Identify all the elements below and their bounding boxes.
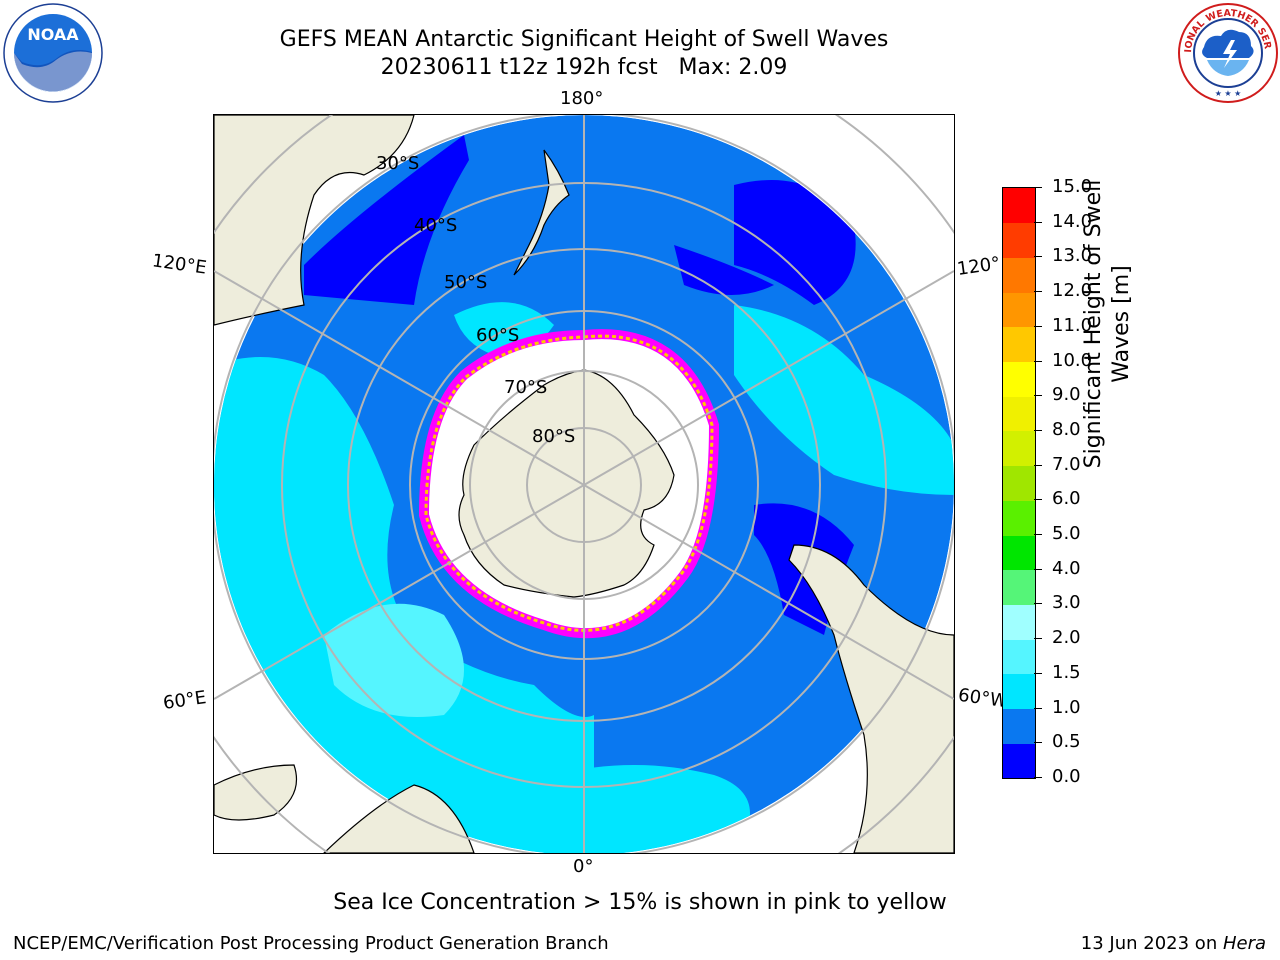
lon-label-60e: 60°E	[161, 687, 208, 714]
sea-ice-ring-edge	[424, 334, 714, 632]
colorbar-tick-label: 6.0	[1052, 488, 1081, 510]
colorbar-tick	[1034, 568, 1042, 570]
title-line-1: GEFS MEAN Antarctic Significant Height o…	[279, 27, 889, 52]
chart-title: GEFS MEAN Antarctic Significant Height o…	[0, 26, 1168, 82]
lat-label-50: 50°S	[444, 272, 487, 293]
lon-label-180: 180°	[560, 88, 604, 109]
colorbar-segment	[1003, 430, 1035, 467]
colorbar-tick	[1034, 429, 1042, 431]
colorbar-tick	[1034, 499, 1042, 501]
land-australia	[214, 115, 415, 326]
colorbar-tick-label: 5.0	[1052, 523, 1081, 545]
sea-ice-note: Sea Ice Concentration > 15% is shown in …	[333, 890, 947, 915]
swell-low-region-nz	[304, 135, 469, 305]
colorbar-tick-label: 0.0	[1052, 766, 1081, 787]
swell-low-region-atlantic	[674, 245, 774, 295]
lat-label-80: 80°S	[532, 426, 575, 447]
lat-label-40: 40°S	[414, 215, 457, 236]
colorbar-tick-label: 8.0	[1052, 418, 1081, 440]
colorbar-tick-label: 14.0	[1052, 210, 1093, 232]
land-antarctica	[458, 369, 675, 598]
colorbar-segment	[1003, 673, 1035, 710]
colorbar-segment	[1003, 743, 1035, 779]
colorbar-tick-label: 0.5	[1052, 731, 1081, 753]
colorbar-tick-label: 1.5	[1052, 661, 1081, 683]
land-madagascar	[214, 764, 298, 821]
land-south-america	[788, 544, 954, 853]
colorbar-segment	[1003, 292, 1035, 328]
land-africa	[323, 784, 475, 853]
colorbar-tick	[1034, 325, 1042, 327]
colorbar-segment	[1003, 326, 1035, 363]
colorbar-tick	[1034, 777, 1042, 778]
colorbar-tick-label: 4.0	[1052, 557, 1081, 579]
colorbar	[1002, 187, 1036, 779]
swell-mid-region-atlantic	[544, 765, 750, 853]
colorbar-tick-label: 11.0	[1052, 314, 1093, 336]
swell-high-region	[324, 603, 464, 717]
colorbar-segment	[1003, 535, 1035, 571]
colorbar-tick-label: 7.0	[1052, 453, 1081, 475]
colorbar-segment	[1003, 604, 1035, 640]
colorbar-tick	[1034, 534, 1042, 536]
lon-label-120e: 120°E	[150, 250, 208, 279]
colorbar-tick	[1034, 291, 1042, 293]
noaa-logo: NOAA	[3, 3, 103, 103]
colorbar-tick-label: 1.0	[1052, 696, 1081, 718]
colorbar-segment	[1003, 257, 1035, 293]
colorbar-tick	[1034, 395, 1042, 397]
colorbar-tick	[1034, 638, 1042, 640]
colorbar-tick-label: 2.0	[1052, 627, 1081, 649]
colorbar-tick	[1034, 603, 1042, 605]
colorbar-segment	[1003, 500, 1035, 536]
colorbar-segment	[1003, 222, 1035, 258]
colorbar-tick-label: 9.0	[1052, 384, 1081, 406]
noaa-logo-text: NOAA	[27, 25, 79, 44]
longitude-grid	[214, 115, 954, 853]
lon-label-0: 0°	[573, 856, 594, 877]
footer-host: Hera	[1222, 933, 1266, 954]
swell-low-region-pacific	[734, 180, 856, 305]
swell-mid-region-pacific	[734, 305, 954, 495]
colorbar-title-line-1: Significant Height of Swell	[1081, 179, 1106, 469]
colorbar-segment	[1003, 396, 1035, 432]
map-panel: 30°S 40°S 50°S 60°S 70°S 80°S	[213, 114, 955, 854]
colorbar-tick-label: 12.0	[1052, 280, 1093, 302]
colorbar-tick-label: 13.0	[1052, 245, 1093, 267]
title-line-2: 20230611 t12z 192h fcst Max: 2.09	[380, 55, 788, 80]
colorbar-tick-label: 15.0	[1052, 176, 1093, 197]
footer-date: 13 Jun 2023 on Hera	[1081, 933, 1266, 954]
nws-logo: NATIONAL WEATHER SERVICE ★ ★ ★	[1177, 2, 1278, 103]
colorbar-segment	[1003, 639, 1035, 675]
colorbar-segment	[1003, 188, 1035, 224]
colorbar-tick	[1034, 187, 1042, 188]
colorbar-tick	[1034, 742, 1042, 744]
colorbar-tick	[1034, 672, 1042, 674]
colorbar-segment	[1003, 569, 1035, 605]
nws-stars: ★ ★ ★	[1215, 89, 1242, 98]
colorbar-tick	[1034, 464, 1042, 466]
lon-label-120w: 120°	[955, 253, 1002, 280]
lat-label-60: 60°S	[476, 325, 519, 346]
colorbar-title-line-2: Waves [m]	[1109, 265, 1134, 383]
colorbar-tick	[1034, 360, 1042, 362]
colorbar-tick	[1034, 707, 1042, 709]
colorbar-tick	[1034, 256, 1042, 258]
polar-map: 30°S 40°S 50°S 60°S 70°S 80°S	[214, 115, 954, 853]
footer-date-text: 13 Jun 2023 on	[1080, 933, 1223, 954]
colorbar-tick-label: 3.0	[1052, 592, 1081, 614]
colorbar-tick	[1034, 221, 1042, 223]
colorbar-segment	[1003, 465, 1035, 501]
lat-label-30: 30°S	[376, 153, 419, 174]
colorbar-title: Significant Height of Swell Waves [m]	[1080, 164, 1136, 484]
colorbar-segment	[1003, 361, 1035, 397]
colorbar-tick-label: 10.0	[1052, 349, 1093, 371]
colorbar-segment	[1003, 708, 1035, 744]
footer-branch: NCEP/EMC/Verification Post Processing Pr…	[13, 933, 609, 954]
lat-label-70: 70°S	[504, 377, 547, 398]
swell-mid-region-indian	[214, 357, 594, 853]
